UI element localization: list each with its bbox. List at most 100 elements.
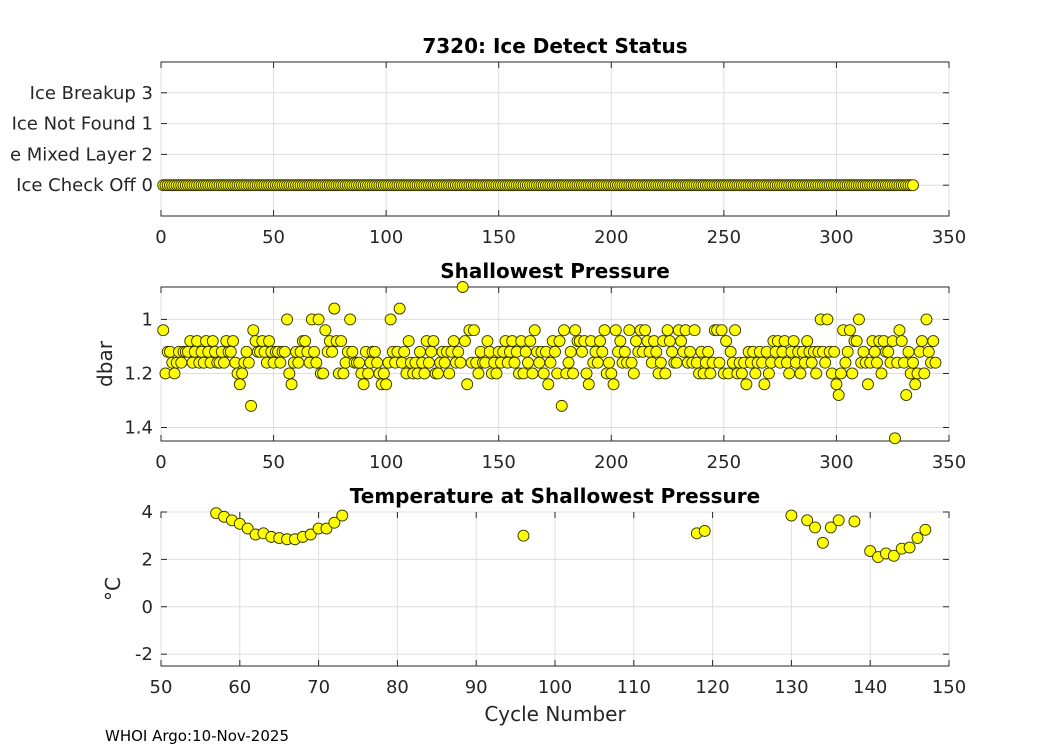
data-point [843, 324, 856, 337]
x-tick-label: 0 [155, 227, 166, 248]
data-point [625, 356, 638, 369]
data-point [461, 378, 474, 391]
data-point [245, 399, 258, 412]
data-point [569, 324, 582, 337]
data-point [371, 356, 384, 369]
data-point [274, 356, 287, 369]
data-point [393, 302, 406, 315]
data-point [801, 514, 814, 527]
data-point [380, 378, 393, 391]
data-point [654, 356, 667, 369]
data-point [902, 345, 915, 358]
data-point [895, 335, 908, 347]
data-point [735, 367, 748, 380]
pressure-y-axis-label: dbar [93, 340, 117, 387]
data-point [567, 367, 579, 380]
data-point [740, 378, 753, 391]
data-point [900, 389, 913, 402]
shallowest-pressure-title: Shallowest Pressure [440, 259, 670, 283]
data-point [558, 324, 570, 337]
data-point [614, 335, 627, 347]
data-point [292, 356, 305, 369]
data-point [402, 335, 415, 347]
data-point [310, 356, 323, 369]
data-point [431, 367, 444, 380]
data-point [639, 324, 652, 337]
data-point [353, 356, 366, 369]
data-point [875, 367, 888, 380]
data-point [418, 367, 431, 380]
y-tick-label: 4 [142, 502, 153, 523]
data-point [524, 335, 537, 347]
data-point [278, 345, 291, 358]
x-tick-label: 200 [594, 227, 628, 248]
data-point [562, 356, 575, 369]
ice-status-points [157, 179, 919, 192]
data-point [319, 324, 332, 337]
y-tick-label: 2 [142, 549, 153, 570]
data-point [787, 335, 800, 347]
shallowest-pressure-ticks: 0 50 100 150 200 250 300 350 1 1.2 1.4 [124, 287, 966, 473]
ice-status-axes [160, 61, 950, 217]
data-point [810, 367, 823, 380]
data-point [596, 345, 609, 358]
data-point [801, 335, 814, 347]
data-point [627, 367, 640, 380]
data-point [564, 345, 577, 358]
x-tick-label: 300 [819, 227, 853, 248]
data-point [519, 345, 532, 358]
data-point [320, 522, 333, 535]
temperature-ticks: 50 60 70 80 90 100 110 120 130 140 150 -2 0 2 4 [135, 502, 966, 698]
x-tick-label: 50 [150, 677, 173, 698]
data-point [852, 313, 865, 326]
data-point [783, 367, 796, 380]
data-point [871, 356, 883, 369]
data-point [528, 324, 541, 337]
x-tick-label: 150 [932, 677, 966, 698]
x-tick-label: 90 [465, 677, 488, 698]
data-point [598, 324, 611, 337]
data-point [458, 335, 471, 347]
data-point [328, 302, 341, 315]
x-tick-label: 150 [482, 227, 516, 248]
data-point [785, 509, 798, 522]
data-point [206, 335, 219, 347]
y-tick-label: e Mixed Layer 2 [10, 144, 153, 165]
data-point [893, 324, 906, 337]
data-point [916, 335, 928, 347]
data-point [555, 399, 568, 412]
data-point [224, 345, 237, 358]
data-point [846, 367, 859, 380]
data-point [308, 345, 321, 358]
data-point [724, 345, 737, 358]
data-point [862, 378, 874, 391]
x-tick-label: 200 [594, 452, 628, 473]
data-point [591, 356, 604, 369]
x-axis-label: Cycle Number [484, 702, 626, 726]
data-point [702, 345, 715, 358]
x-tick-label: 250 [707, 452, 741, 473]
data-point [698, 525, 711, 537]
data-point [661, 324, 674, 337]
data-point [427, 335, 440, 347]
x-tick-label: 0 [155, 452, 166, 473]
data-point [794, 367, 807, 380]
data-point [304, 528, 317, 541]
data-point [218, 356, 230, 369]
data-point [841, 345, 854, 358]
data-point [907, 356, 919, 369]
x-tick-label: 140 [853, 677, 887, 698]
y-tick-label: 0 [142, 597, 153, 618]
data-point [326, 345, 339, 358]
x-tick-label: 100 [369, 452, 403, 473]
data-point [542, 378, 555, 391]
data-point [317, 367, 330, 380]
data-point [447, 335, 460, 347]
data-point [618, 345, 631, 358]
data-point [603, 356, 615, 369]
data-point [452, 345, 465, 358]
data-point [666, 345, 679, 358]
data-point [346, 345, 359, 358]
y-tick-label: Ice Check Off 0 [16, 175, 153, 196]
